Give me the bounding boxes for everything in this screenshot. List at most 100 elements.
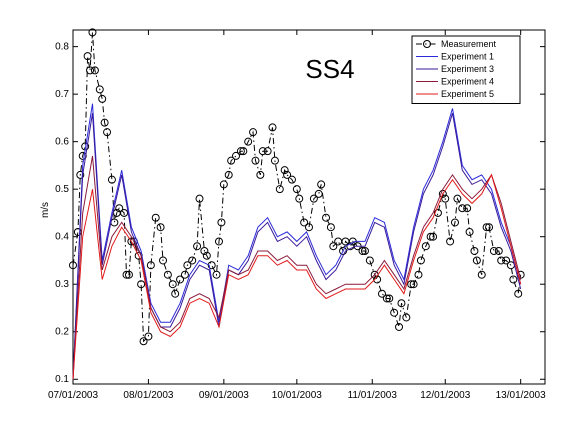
data-point: [395, 322, 404, 331]
data-point: [268, 123, 277, 132]
legend-label: Measurement: [441, 39, 497, 49]
data-point: [446, 237, 455, 246]
y-tick-label: 0.7: [55, 89, 69, 100]
data-point: [244, 137, 253, 146]
legend-marker: [423, 40, 431, 48]
data-point: [88, 28, 97, 37]
x-tick-label: 12/01/2003: [420, 390, 470, 401]
data-point: [317, 180, 326, 189]
data-point: [219, 180, 228, 189]
data-point: [402, 313, 411, 322]
data-point: [193, 242, 202, 251]
data-point: [122, 270, 131, 279]
data-point: [465, 227, 474, 236]
data-point: [485, 223, 494, 232]
data-point: [159, 256, 168, 265]
data-point: [103, 128, 112, 137]
data-point: [251, 156, 260, 165]
data-point: [358, 246, 367, 255]
data-point: [283, 170, 292, 179]
x-tick-label: 09/01/2003: [199, 390, 249, 401]
series-line: [72, 173, 522, 380]
x-tick-label: 10/01/2003: [272, 390, 322, 401]
data-point: [463, 204, 472, 213]
data-point: [139, 337, 148, 346]
data-point: [322, 213, 331, 222]
x-tick-label: 13/01/2003: [496, 390, 546, 401]
data-point: [236, 147, 245, 156]
data-point: [98, 94, 107, 103]
data-point: [305, 223, 313, 232]
data-point: [482, 223, 491, 232]
data-point: [202, 251, 211, 260]
y-tick-label: 0.6: [55, 137, 69, 148]
data-point: [256, 170, 265, 179]
chart-title: SS4: [305, 54, 354, 84]
data-point: [76, 170, 85, 179]
data-point: [300, 218, 309, 227]
data-point: [472, 256, 481, 265]
legend-label: Experiment 1: [441, 52, 494, 62]
data-point: [78, 151, 87, 160]
data-point: [195, 194, 204, 203]
data-point: [176, 275, 185, 284]
y-tick-label: 0.1: [55, 374, 69, 385]
series-line: [72, 32, 522, 343]
y-tick-label: 0.3: [55, 279, 69, 290]
data-point: [390, 308, 399, 317]
data-point: [326, 223, 335, 232]
data-point: [497, 256, 506, 265]
data-point: [287, 175, 296, 184]
data-point: [217, 218, 226, 227]
data-point: [183, 261, 192, 270]
data-point: [107, 175, 116, 184]
y-tick-label: 0.4: [55, 232, 69, 243]
data-point: [151, 213, 160, 222]
data-point: [90, 66, 99, 75]
data-point: [275, 185, 284, 194]
data-point: [360, 246, 369, 255]
y-axis-label: m/s: [40, 202, 51, 218]
data-point: [249, 128, 258, 137]
data-point: [163, 270, 172, 279]
data-point: [69, 261, 77, 270]
data-point: [227, 156, 236, 165]
data-point: [421, 242, 430, 251]
data-point: [120, 208, 129, 217]
data-point: [453, 194, 462, 203]
legend-label: Experiment 5: [441, 89, 494, 99]
data-point: [83, 52, 92, 61]
series-line: [72, 103, 522, 380]
data-point: [258, 147, 267, 156]
y-tick-label: 0.8: [55, 42, 69, 53]
data-point: [180, 270, 189, 279]
series-line: [72, 155, 522, 380]
legend-label: Experiment 4: [441, 77, 494, 87]
data-point: [409, 280, 418, 289]
data-point: [365, 256, 374, 265]
data-point: [502, 256, 511, 265]
data-point: [514, 289, 523, 298]
data-point: [232, 151, 241, 160]
data-point: [433, 208, 442, 217]
data-point: [280, 166, 289, 175]
legend-label: Experiment 3: [441, 64, 494, 74]
data-point: [115, 204, 124, 213]
data-point: [224, 170, 233, 179]
data-point: [494, 246, 503, 255]
data-point: [407, 280, 416, 289]
y-tick-label: 0.5: [55, 184, 69, 195]
data-point: [382, 294, 391, 303]
data-point: [95, 85, 104, 94]
data-point: [200, 246, 209, 255]
data-point: [146, 261, 155, 270]
data-point: [329, 242, 338, 251]
data-point: [429, 232, 438, 241]
data-point: [124, 270, 133, 279]
data-point: [137, 280, 146, 289]
data-point: [100, 118, 109, 127]
data-point: [377, 289, 386, 298]
x-tick-label: 08/01/2003: [123, 390, 173, 401]
data-point: [458, 204, 467, 213]
data-point: [292, 185, 301, 194]
